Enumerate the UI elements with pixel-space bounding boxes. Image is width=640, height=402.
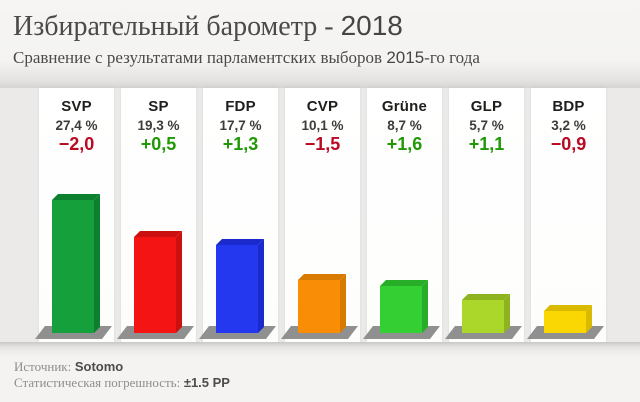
party-column-glp: GLP 5,7 % +1,1: [449, 88, 524, 342]
party-column-cvp: CVP 10,1 % −1,5: [285, 88, 360, 342]
bar-3d: [298, 274, 346, 333]
header: Избирательный барометр - 2018 Сравнение …: [0, 0, 640, 88]
party-change: +1,3: [222, 134, 259, 154]
source-value: Sotomo: [74, 359, 124, 374]
party-column-fdp: FDP 17,7 % +1,3: [203, 88, 278, 342]
subtitle-text: Сравнение с результатами парламентских в…: [13, 48, 387, 67]
bar-3d: [216, 239, 264, 333]
party-change: −1,5: [304, 134, 341, 154]
party-change: +1,1: [468, 134, 505, 154]
bar-3d: [52, 194, 100, 333]
page-subtitle: Сравнение с результатами парламентских в…: [13, 48, 480, 68]
party-percent: 27,4 %: [55, 118, 98, 133]
party-name: SP: [148, 98, 169, 115]
title-year: 2018: [340, 10, 403, 41]
party-percent: 19,3 %: [137, 118, 180, 133]
bar-3d: [134, 231, 182, 333]
party-percent: 10,1 %: [301, 118, 344, 133]
source-label: Источник:: [14, 359, 72, 374]
party-change: −0,9: [550, 134, 587, 154]
party-percent: 8,7 %: [387, 118, 422, 133]
party-change: −2,0: [58, 134, 95, 154]
party-percent: 3,2 %: [551, 118, 586, 133]
party-name: Grüne: [381, 98, 428, 115]
party-column-bdp: BDP 3,2 % −0,9: [531, 88, 606, 342]
subtitle-suffix: -го года: [424, 48, 480, 67]
party-column-sp: SP 19,3 % +0,5: [121, 88, 196, 342]
party-change: +1,6: [386, 134, 423, 154]
subtitle-year: 2015: [386, 48, 425, 67]
party-percent: 17,7 %: [219, 118, 262, 133]
bar-3d: [544, 305, 592, 333]
error-value: ±1.5 PP: [183, 375, 230, 390]
bar-chart: SVP 27,4 % −2,0 SP 19,3 % +0,5 FDP 17,7 …: [0, 88, 640, 342]
title-text: Избирательный барометр -: [13, 11, 341, 42]
party-percent: 5,7 %: [469, 118, 504, 133]
bar-3d: [462, 294, 510, 333]
party-name: CVP: [306, 98, 339, 115]
party-column-svp: SVP 27,4 % −2,0: [39, 88, 114, 342]
source-line: Источник: Sotomo: [14, 359, 123, 375]
error-label: Статистическая погрешность:: [14, 375, 181, 390]
party-name: BDP: [552, 98, 585, 115]
party-name: GLP: [470, 98, 503, 115]
error-line: Статистическая погрешность: ±1.5 PP: [14, 375, 230, 391]
party-name: FDP: [225, 98, 256, 115]
party-column-grüne: Grüne 8,7 % +1,6: [367, 88, 442, 342]
bar-3d: [380, 280, 428, 333]
party-name: SVP: [61, 98, 92, 115]
page-title: Избирательный барометр - 2018: [13, 10, 403, 43]
party-change: +0,5: [140, 134, 177, 154]
footer: Источник: Sotomo Статистическая погрешно…: [0, 342, 640, 402]
